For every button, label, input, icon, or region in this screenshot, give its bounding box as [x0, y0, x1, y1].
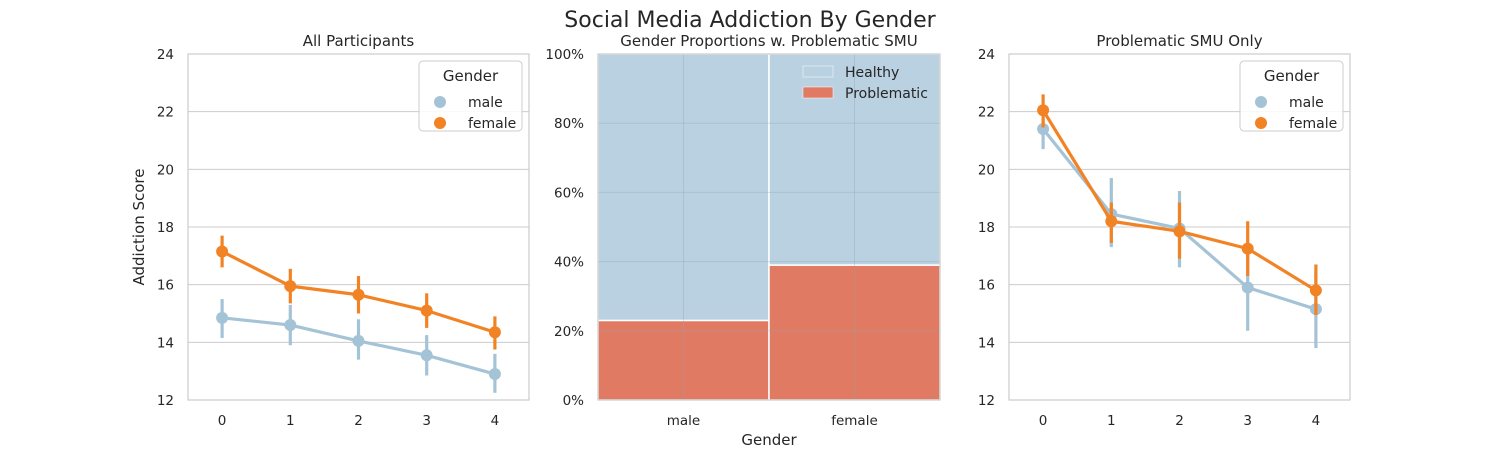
y-tick-label: 14	[157, 335, 174, 351]
data-point-female	[216, 245, 229, 258]
data-point-male	[420, 349, 433, 362]
data-point-female	[1173, 225, 1186, 238]
legend-label-male: male	[1289, 95, 1324, 111]
y-tick-label: 20	[978, 162, 995, 178]
data-point-male	[488, 368, 501, 381]
y-tick-label: 24	[978, 47, 995, 63]
y-tick-label: 12	[978, 393, 995, 409]
data-point-female	[420, 304, 433, 317]
panel-title: Problematic SMU Only	[1096, 32, 1262, 50]
plot-frame	[1008, 53, 1351, 401]
data-point-female	[1037, 104, 1050, 117]
legend-swatch-problematic	[802, 86, 834, 99]
data-point-female	[1105, 215, 1118, 228]
x-tick-label: male	[667, 413, 700, 429]
legend-marker-male	[434, 96, 446, 108]
x-tick-label: 3	[1243, 413, 1252, 429]
y-tick-label: 22	[157, 105, 174, 121]
bar-healthy	[768, 53, 941, 266]
data-point-male	[352, 334, 365, 347]
x-tick-label: female	[831, 413, 878, 429]
legend-marker-male	[1255, 96, 1267, 108]
legend-label-female: female	[1289, 116, 1337, 132]
data-point-male	[216, 311, 229, 324]
data-point-female	[1309, 284, 1322, 297]
y-tick-label: 18	[157, 220, 174, 236]
bar-problematic	[597, 319, 770, 401]
legend-box	[1239, 60, 1344, 132]
bar-healthy	[597, 53, 770, 322]
y-tick-label: 14	[978, 335, 995, 351]
legend-label-female: female	[468, 116, 516, 132]
y-tick-label: 16	[978, 278, 995, 294]
bar-problematic	[768, 264, 941, 401]
y-tick-label: 80%	[554, 116, 584, 132]
data-point-female	[352, 288, 365, 301]
x-tick-label: 1	[286, 413, 295, 429]
plot-frame	[597, 53, 941, 401]
y-tick-label: 20	[157, 162, 174, 178]
data-point-male	[284, 319, 297, 332]
data-point-male	[1037, 122, 1050, 135]
y-tick-label: 60%	[554, 185, 584, 201]
panel-title: Gender Proportions w. Problematic SMU	[620, 32, 917, 50]
data-point-female	[1241, 242, 1254, 255]
y-tick-label: 0%	[563, 393, 585, 409]
legend-title: Gender	[443, 67, 499, 85]
x-tick-label: 2	[1175, 413, 1184, 429]
data-point-female	[488, 326, 501, 339]
panel-gender-proportions: 0% 20% 40% 60% 80% 100% male female Gender Propo…	[545, 32, 941, 449]
x-axis-label: Gender	[741, 431, 797, 449]
y-tick-label: 100%	[545, 47, 584, 63]
y-tick-label: 24	[157, 47, 174, 63]
legend-label-male: male	[468, 95, 503, 111]
legend-marker-female	[434, 117, 446, 129]
x-tick-label: 2	[354, 413, 363, 429]
figure-title: Social Media Addiction By Gender	[564, 8, 936, 33]
y-tick-label: 22	[978, 105, 995, 121]
x-tick-label: 1	[1107, 413, 1116, 429]
legend-label-problematic: Problematic	[845, 86, 928, 102]
y-tick-label: 16	[157, 278, 174, 294]
plot-frame	[187, 53, 530, 401]
x-tick-label: 4	[491, 413, 500, 429]
legend-swatch-healthy	[802, 65, 834, 78]
y-tick-label: 18	[978, 220, 995, 236]
data-point-female	[284, 280, 297, 293]
y-tick-label: 20%	[554, 324, 584, 340]
legend-box	[418, 60, 523, 132]
x-tick-label: 0	[218, 413, 227, 429]
x-tick-label: 0	[1039, 413, 1048, 429]
legend-title: Gender	[1264, 67, 1320, 85]
y-tick-label: 40%	[554, 255, 584, 271]
x-tick-label: 3	[422, 413, 431, 429]
legend-marker-female	[1255, 117, 1267, 129]
legend-label-healthy: Healthy	[845, 65, 899, 81]
data-point-male	[1241, 281, 1254, 294]
y-tick-label: 12	[157, 393, 174, 409]
y-axis-label: Addiction Score	[130, 169, 148, 286]
panel-title: All Participants	[303, 32, 415, 50]
x-tick-label: 4	[1312, 413, 1321, 429]
